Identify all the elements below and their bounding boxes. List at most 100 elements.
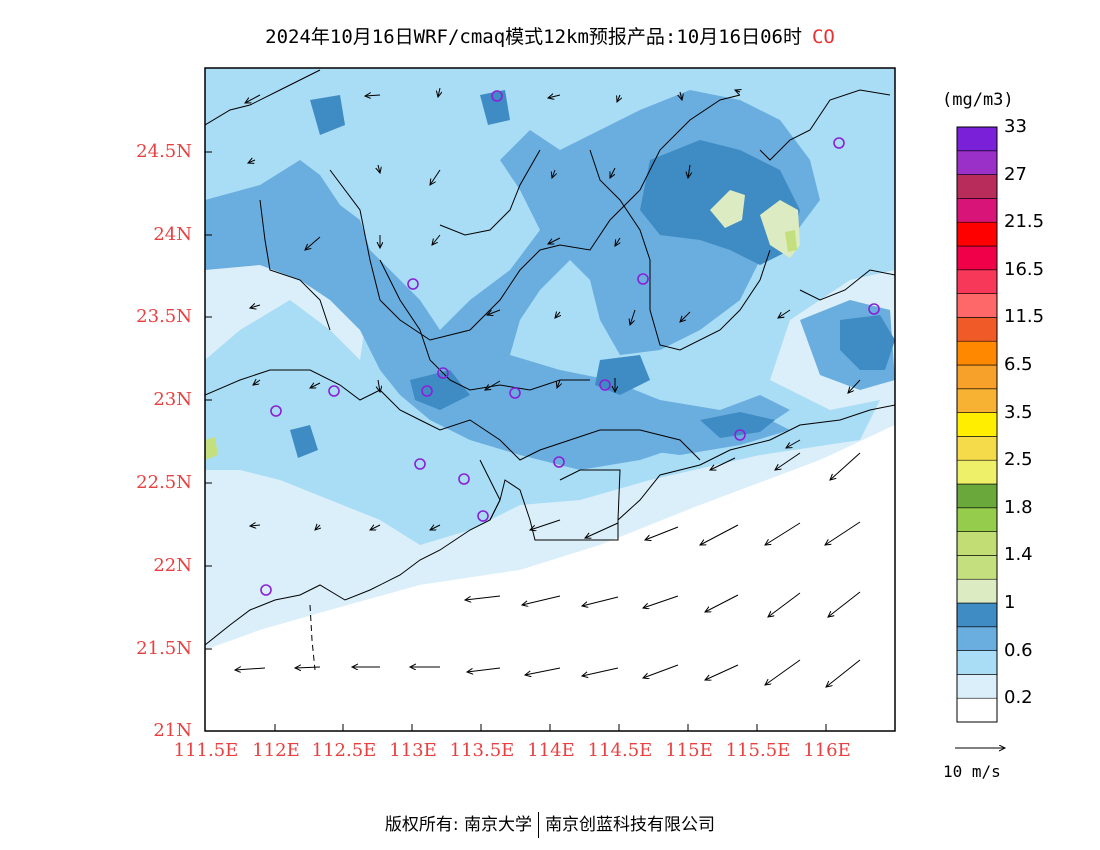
species-label: CO (811, 26, 835, 48)
province-border-12 (309, 604, 316, 671)
footer: 版权所有: 南京大学 南京创蓝科技有限公司 (0, 810, 1100, 838)
concentration-field (205, 68, 895, 731)
x-tick-label: 113.5E (449, 740, 515, 761)
station-marker (491, 90, 503, 102)
station-marker (414, 458, 426, 470)
field-band-dark-5 (840, 315, 895, 370)
colorbar-label: 27 (1004, 163, 1027, 185)
province-border-4 (589, 149, 771, 351)
x-tick-label: 111.5E (173, 740, 239, 761)
station-marker (407, 278, 419, 290)
y-tick-label: 23N (153, 389, 192, 410)
province-border-2 (205, 69, 321, 126)
colorbar-label: 2.5 (1004, 449, 1033, 471)
axis-ticks (205, 151, 827, 732)
station-marker (868, 303, 880, 315)
field-high-4 (205, 437, 218, 460)
colorbar-swatch (956, 626, 998, 651)
x-tick-label: 114E (527, 740, 575, 761)
field-band-dark-3 (480, 90, 510, 125)
colorbar-swatch (956, 436, 998, 461)
coastline-and-borders (205, 69, 895, 671)
station-marker (328, 385, 340, 397)
colorbar-label: 16.5 (1004, 258, 1045, 280)
colorbar-unit: (mg/m3) (942, 90, 1014, 110)
colorbar-label: 3.5 (1004, 401, 1033, 423)
x-tick-label: 115E (665, 740, 713, 761)
colorbar-swatch (956, 602, 998, 628)
colorbar-swatch (956, 317, 998, 342)
wind-reference-label: 10 m/s (943, 762, 1001, 781)
station-marker (734, 429, 746, 441)
colorbar-label: 1.4 (1004, 544, 1033, 566)
province-border-10 (479, 459, 501, 521)
colorbar-swatch (956, 126, 998, 152)
coastline (205, 404, 895, 646)
colorbar-label: 21.5 (1004, 211, 1045, 233)
colorbar-swatch (956, 483, 998, 509)
colorbar-label: 1 (1004, 592, 1016, 613)
field-band-dark-4 (595, 355, 650, 395)
colorbar-swatch (956, 412, 998, 437)
colorbar-swatch (956, 507, 998, 532)
station-marker (260, 584, 272, 596)
province-border-3 (439, 149, 541, 236)
colorbar (956, 126, 998, 723)
colorbar-label: 33 (1004, 116, 1027, 137)
province-border-8 (799, 269, 895, 301)
province-border-6 (205, 369, 701, 461)
colorbar-swatch (956, 340, 998, 366)
wind-vectors (235, 87, 861, 687)
colorbar-label: 6.5 (1004, 354, 1033, 375)
map-title: 2024年10月16日WRF/cmaq模式12km预报产品:10月16日06时 C… (0, 22, 1100, 49)
station-marker (437, 367, 449, 379)
colorbar-swatch (956, 221, 998, 247)
y-tick-label: 22N (153, 555, 192, 576)
station-marker (637, 273, 649, 285)
province-border-9 (259, 199, 331, 331)
colorbar-label: 0.2 (1004, 687, 1033, 709)
field-band-dark-8 (290, 425, 318, 458)
colorbar-label: 11.5 (1004, 306, 1045, 328)
colorbar-swatch (956, 674, 998, 699)
y-tick-label: 23.5N (136, 306, 192, 327)
station-marker (421, 385, 433, 397)
colorbar-label: 1.8 (1004, 496, 1033, 518)
station-marker (458, 473, 470, 485)
colorbar-label: 0.6 (1004, 639, 1033, 661)
field-band-dark-2 (310, 95, 345, 135)
province-border-5 (759, 89, 891, 161)
field-high-1 (710, 190, 745, 228)
station-marker (833, 137, 845, 149)
colorbar-swatch (956, 531, 998, 556)
y-tick-label: 24.5N (136, 141, 192, 162)
station-marker (553, 456, 565, 468)
province-border-11 (559, 469, 621, 521)
field-band-dark-6 (410, 370, 470, 410)
station-marker (477, 510, 489, 522)
footer-separator (538, 812, 540, 838)
colorbar-swatch (956, 555, 998, 580)
monitoring-stations (260, 90, 880, 596)
colorbar-swatch (956, 578, 998, 604)
company-text: 南京创蓝科技有限公司 (545, 815, 716, 835)
field-sea (205, 425, 895, 731)
x-tick-label: 112.5E (311, 740, 377, 761)
x-tick-label: 116E (803, 740, 851, 761)
colorbar-swatch (956, 697, 998, 723)
title-text: 2024年10月16日WRF/cmaq模式12km预报产品:10月16日06时 (265, 26, 802, 48)
y-tick-label: 24N (153, 224, 192, 245)
province-border-7 (379, 259, 590, 391)
colorbar-swatch (956, 293, 998, 318)
colorbar-swatch (956, 150, 998, 175)
x-tick-label: 112E (252, 740, 300, 761)
copyright-text: 版权所有: 南京大学 (384, 815, 533, 835)
station-marker (599, 379, 611, 391)
y-tick-label: 21N (153, 720, 192, 741)
colorbar-swatch (956, 388, 998, 413)
y-tick-label: 21.5N (136, 638, 192, 659)
colorbar-frame (956, 126, 998, 723)
station-marker (270, 405, 282, 417)
colorbar-swatch (956, 198, 998, 223)
